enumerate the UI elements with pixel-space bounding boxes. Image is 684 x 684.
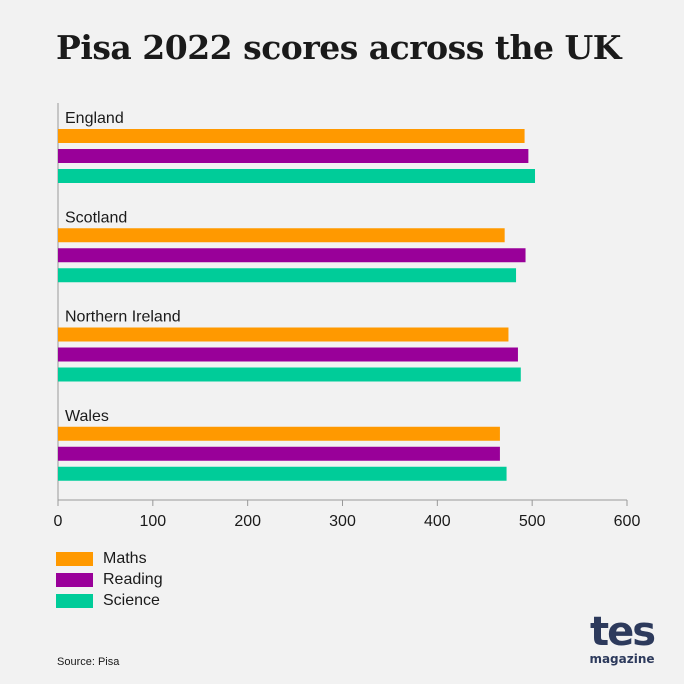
legend-swatch-maths: [56, 551, 93, 566]
bar-northern-ireland-reading: [58, 347, 518, 362]
bar-scotland-maths: [58, 228, 505, 243]
x-tick-label-400: 400: [424, 513, 451, 530]
category-label-wales: Wales: [65, 408, 109, 425]
category-label-scotland: Scotland: [65, 209, 127, 226]
legend-item-maths: Maths: [56, 548, 163, 569]
category-label-england: England: [65, 110, 124, 127]
x-tick-label-300: 300: [329, 513, 356, 530]
bar-northern-ireland-science: [58, 367, 521, 382]
x-tick-label-100: 100: [139, 513, 166, 530]
bar-wales-reading: [58, 446, 500, 461]
bar-wales-maths: [58, 426, 500, 441]
bar-northern-ireland-maths: [58, 327, 509, 342]
bar-wales-science: [58, 466, 507, 481]
x-tick-label-0: 0: [54, 513, 63, 530]
x-tick-label-500: 500: [519, 513, 546, 530]
bar-england-maths: [58, 129, 525, 143]
bar-chart: 0 100 200 300 400 500 600 England Scotland Northe…: [54, 103, 641, 530]
legend-swatch-science: [56, 593, 93, 608]
category-label-northern-ireland: Northern Ireland: [65, 309, 181, 326]
legend-label-science: Science: [103, 591, 160, 609]
tes-magazine-logo: tes magazine: [586, 612, 658, 668]
legend-label-reading: Reading: [103, 570, 163, 588]
chart-title: Pisa 2022 scores across the UK: [56, 28, 621, 67]
legend-swatch-reading: [56, 572, 93, 587]
legend-label-maths: Maths: [103, 549, 147, 567]
x-tick-label-600: 600: [614, 513, 641, 530]
legend-item-science: Science: [56, 590, 163, 611]
source-note: Source: Pisa: [57, 656, 120, 668]
bar-scotland-reading: [58, 248, 526, 263]
x-tick-label-200: 200: [234, 513, 261, 530]
bar-scotland-science: [58, 268, 517, 283]
bar-england-reading: [58, 149, 529, 163]
legend-item-reading: Reading: [56, 569, 163, 590]
logo-subtitle: magazine: [589, 652, 655, 666]
logo-wordmark: tes: [589, 609, 656, 655]
legend: Maths Reading Science: [56, 548, 163, 611]
bar-england-science: [58, 169, 536, 183]
